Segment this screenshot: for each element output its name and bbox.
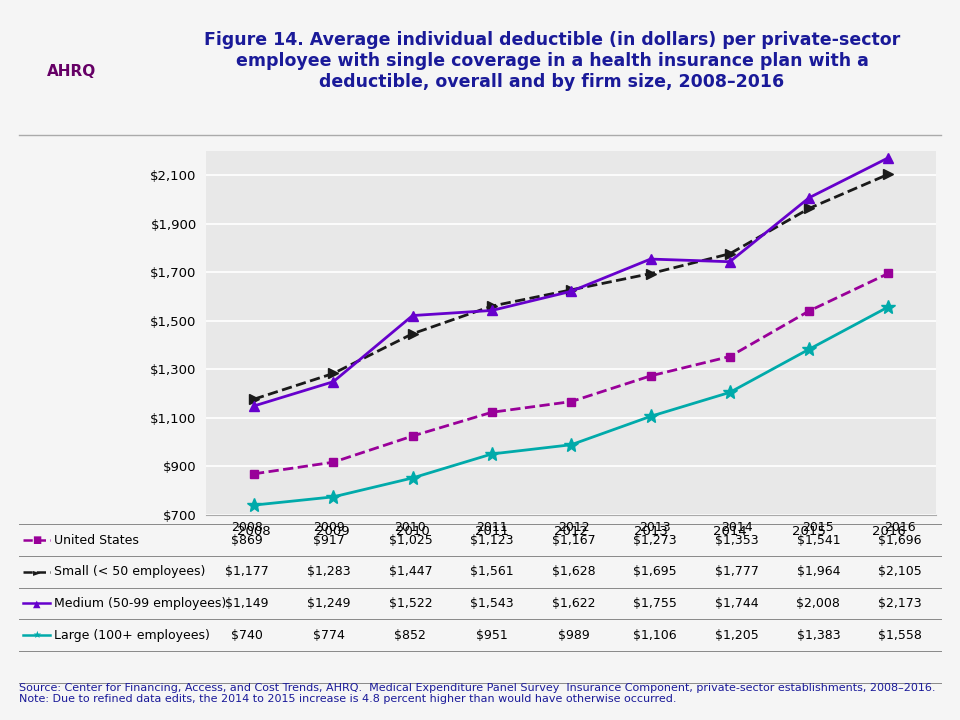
Text: $1,167: $1,167 bbox=[552, 534, 595, 546]
Text: AHRQ: AHRQ bbox=[47, 65, 97, 79]
Text: $1,522: $1,522 bbox=[389, 597, 432, 610]
Text: United States: United States bbox=[54, 534, 138, 546]
Text: $1,205: $1,205 bbox=[715, 629, 758, 642]
Text: $1,695: $1,695 bbox=[634, 565, 677, 578]
Text: 2014: 2014 bbox=[721, 521, 753, 534]
Text: $1,561: $1,561 bbox=[470, 565, 514, 578]
Text: 2009: 2009 bbox=[313, 521, 345, 534]
Text: 2016: 2016 bbox=[884, 521, 916, 534]
Text: $1,447: $1,447 bbox=[389, 565, 432, 578]
Text: 2011: 2011 bbox=[476, 521, 508, 534]
Text: $852: $852 bbox=[395, 629, 426, 642]
Text: ►: ► bbox=[33, 567, 40, 577]
Text: $1,543: $1,543 bbox=[470, 597, 514, 610]
Text: $1,177: $1,177 bbox=[226, 565, 269, 578]
Text: $1,541: $1,541 bbox=[797, 534, 840, 546]
Text: 2012: 2012 bbox=[558, 521, 589, 534]
Text: Source: Center for Financing, Access, and Cost Trends, AHRQ.  Medical Expenditur: Source: Center for Financing, Access, an… bbox=[19, 683, 936, 704]
Text: $1,777: $1,777 bbox=[715, 565, 758, 578]
Text: $1,249: $1,249 bbox=[307, 597, 350, 610]
Text: $869: $869 bbox=[231, 534, 263, 546]
Text: $1,622: $1,622 bbox=[552, 597, 595, 610]
Text: 2008: 2008 bbox=[231, 521, 263, 534]
Text: 2010: 2010 bbox=[395, 521, 426, 534]
Text: $1,149: $1,149 bbox=[226, 597, 269, 610]
Text: Figure 14. Average individual deductible (in dollars) per private-sector
employe: Figure 14. Average individual deductible… bbox=[204, 32, 900, 91]
Text: $1,025: $1,025 bbox=[389, 534, 432, 546]
Text: ■: ■ bbox=[32, 535, 41, 545]
Text: Large (100+ employees): Large (100+ employees) bbox=[54, 629, 209, 642]
Text: $951: $951 bbox=[476, 629, 508, 642]
Text: $989: $989 bbox=[558, 629, 589, 642]
Text: $1,696: $1,696 bbox=[878, 534, 922, 546]
Text: $740: $740 bbox=[231, 629, 263, 642]
Text: $917: $917 bbox=[313, 534, 345, 546]
Text: $774: $774 bbox=[313, 629, 345, 642]
Text: $2,105: $2,105 bbox=[878, 565, 922, 578]
Text: $1,383: $1,383 bbox=[797, 629, 840, 642]
Text: $1,755: $1,755 bbox=[634, 597, 677, 610]
Text: ★: ★ bbox=[32, 630, 41, 640]
Text: ▲: ▲ bbox=[33, 598, 40, 608]
Text: Small (< 50 employees): Small (< 50 employees) bbox=[54, 565, 205, 578]
Text: 2013: 2013 bbox=[639, 521, 671, 534]
Text: $1,283: $1,283 bbox=[307, 565, 350, 578]
Text: $2,008: $2,008 bbox=[797, 597, 840, 610]
Text: $1,123: $1,123 bbox=[470, 534, 514, 546]
Text: $1,628: $1,628 bbox=[552, 565, 595, 578]
Text: $1,353: $1,353 bbox=[715, 534, 758, 546]
Text: 2015: 2015 bbox=[803, 521, 834, 534]
Text: $1,964: $1,964 bbox=[797, 565, 840, 578]
Text: $1,558: $1,558 bbox=[878, 629, 922, 642]
Text: $1,273: $1,273 bbox=[634, 534, 677, 546]
Text: $2,173: $2,173 bbox=[878, 597, 922, 610]
Text: $1,744: $1,744 bbox=[715, 597, 758, 610]
Text: Medium (50-99 employees): Medium (50-99 employees) bbox=[54, 597, 226, 610]
Text: $1,106: $1,106 bbox=[634, 629, 677, 642]
